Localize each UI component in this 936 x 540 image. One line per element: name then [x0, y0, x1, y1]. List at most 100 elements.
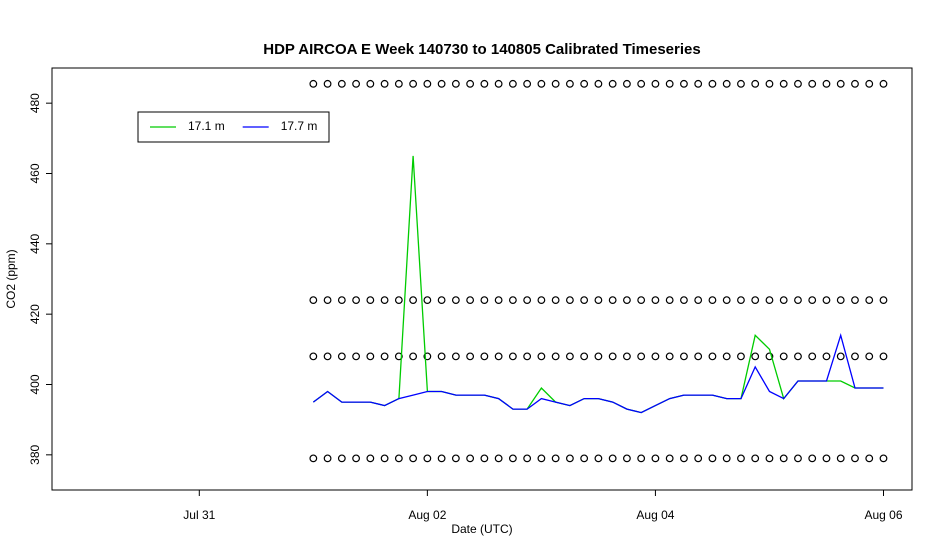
reference-point — [623, 296, 631, 305]
reference-point — [765, 454, 774, 463]
reference-point — [466, 296, 475, 305]
reference-point — [851, 352, 859, 361]
reference-point — [394, 454, 403, 463]
reference-point — [551, 79, 560, 88]
reference-point — [508, 454, 517, 463]
x-tick-label: Aug 04 — [636, 508, 674, 522]
reference-point — [865, 352, 874, 361]
reference-point — [822, 454, 831, 463]
reference-point — [480, 296, 489, 305]
reference-point — [523, 352, 532, 361]
y-tick-label: 380 — [28, 445, 42, 465]
reference-point — [423, 296, 432, 305]
reference-point — [608, 454, 617, 463]
reference-point — [437, 296, 446, 305]
reference-point — [680, 352, 688, 361]
reference-point — [380, 454, 389, 463]
reference-point — [836, 296, 845, 305]
reference-point — [608, 296, 617, 305]
reference-point — [423, 352, 432, 361]
reference-point — [879, 296, 888, 305]
reference-point — [751, 79, 760, 88]
reference-point — [708, 79, 717, 88]
reference-point — [309, 79, 318, 88]
reference-point — [494, 79, 503, 88]
reference-point — [566, 454, 574, 463]
reference-point — [523, 454, 532, 463]
reference-point — [865, 296, 874, 305]
y-axis-label: CO2 (ppm) — [4, 249, 18, 308]
reference-point — [637, 454, 646, 463]
reference-point — [523, 79, 532, 88]
reference-point — [580, 454, 589, 463]
reference-point — [380, 79, 389, 88]
reference-point — [394, 296, 403, 305]
reference-point — [508, 79, 517, 88]
reference-point — [309, 454, 318, 463]
reference-point — [594, 296, 603, 305]
reference-point — [437, 352, 446, 361]
legend-label: 17.7 m — [281, 119, 318, 133]
reference-point — [409, 296, 418, 305]
reference-point — [494, 296, 503, 305]
reference-point — [366, 296, 375, 305]
reference-point — [851, 79, 859, 88]
reference-point — [394, 79, 403, 88]
reference-point — [394, 352, 403, 361]
reference-point — [508, 352, 517, 361]
reference-point — [708, 352, 717, 361]
reference-point — [366, 454, 375, 463]
reference-point — [323, 352, 332, 361]
reference-point — [822, 352, 831, 361]
series-line — [312, 332, 884, 414]
reference-point — [651, 454, 660, 463]
reference-point — [366, 352, 375, 361]
reference-point — [865, 79, 874, 88]
reference-point — [751, 296, 760, 305]
reference-point — [380, 296, 389, 305]
reference-point — [765, 352, 774, 361]
reference-point — [608, 352, 617, 361]
reference-point — [680, 296, 688, 305]
chart-title: HDP AIRCOA E Week 140730 to 140805 Calib… — [263, 41, 700, 58]
x-tick-label: Aug 06 — [864, 508, 902, 522]
reference-point — [779, 79, 788, 88]
reference-point — [323, 79, 332, 88]
reference-point — [694, 79, 703, 88]
reference-point — [779, 296, 788, 305]
reference-point — [779, 352, 788, 361]
reference-point — [623, 454, 631, 463]
reference-point — [537, 352, 546, 361]
reference-point — [808, 79, 817, 88]
reference-point — [352, 296, 360, 305]
legend-label: 17.1 m — [188, 119, 225, 133]
reference-point — [808, 454, 817, 463]
reference-point — [694, 352, 703, 361]
reference-point — [551, 454, 560, 463]
reference-point — [822, 79, 831, 88]
reference-point — [494, 352, 503, 361]
reference-point — [494, 454, 503, 463]
reference-point — [380, 352, 389, 361]
y-tick-label: 440 — [28, 234, 42, 254]
reference-point — [566, 79, 574, 88]
reference-point — [680, 454, 688, 463]
reference-point — [794, 296, 802, 305]
reference-point — [337, 79, 346, 88]
reference-point — [580, 352, 589, 361]
series-line — [312, 155, 884, 414]
reference-point — [451, 454, 460, 463]
reference-point — [352, 79, 360, 88]
reference-point — [637, 352, 646, 361]
reference-point — [437, 454, 446, 463]
reference-point — [722, 352, 731, 361]
reference-point — [537, 454, 546, 463]
reference-point — [651, 79, 660, 88]
reference-point — [651, 296, 660, 305]
reference-point — [352, 352, 360, 361]
reference-point — [309, 296, 318, 305]
reference-point — [437, 79, 446, 88]
reference-point — [765, 296, 774, 305]
reference-point — [722, 454, 731, 463]
